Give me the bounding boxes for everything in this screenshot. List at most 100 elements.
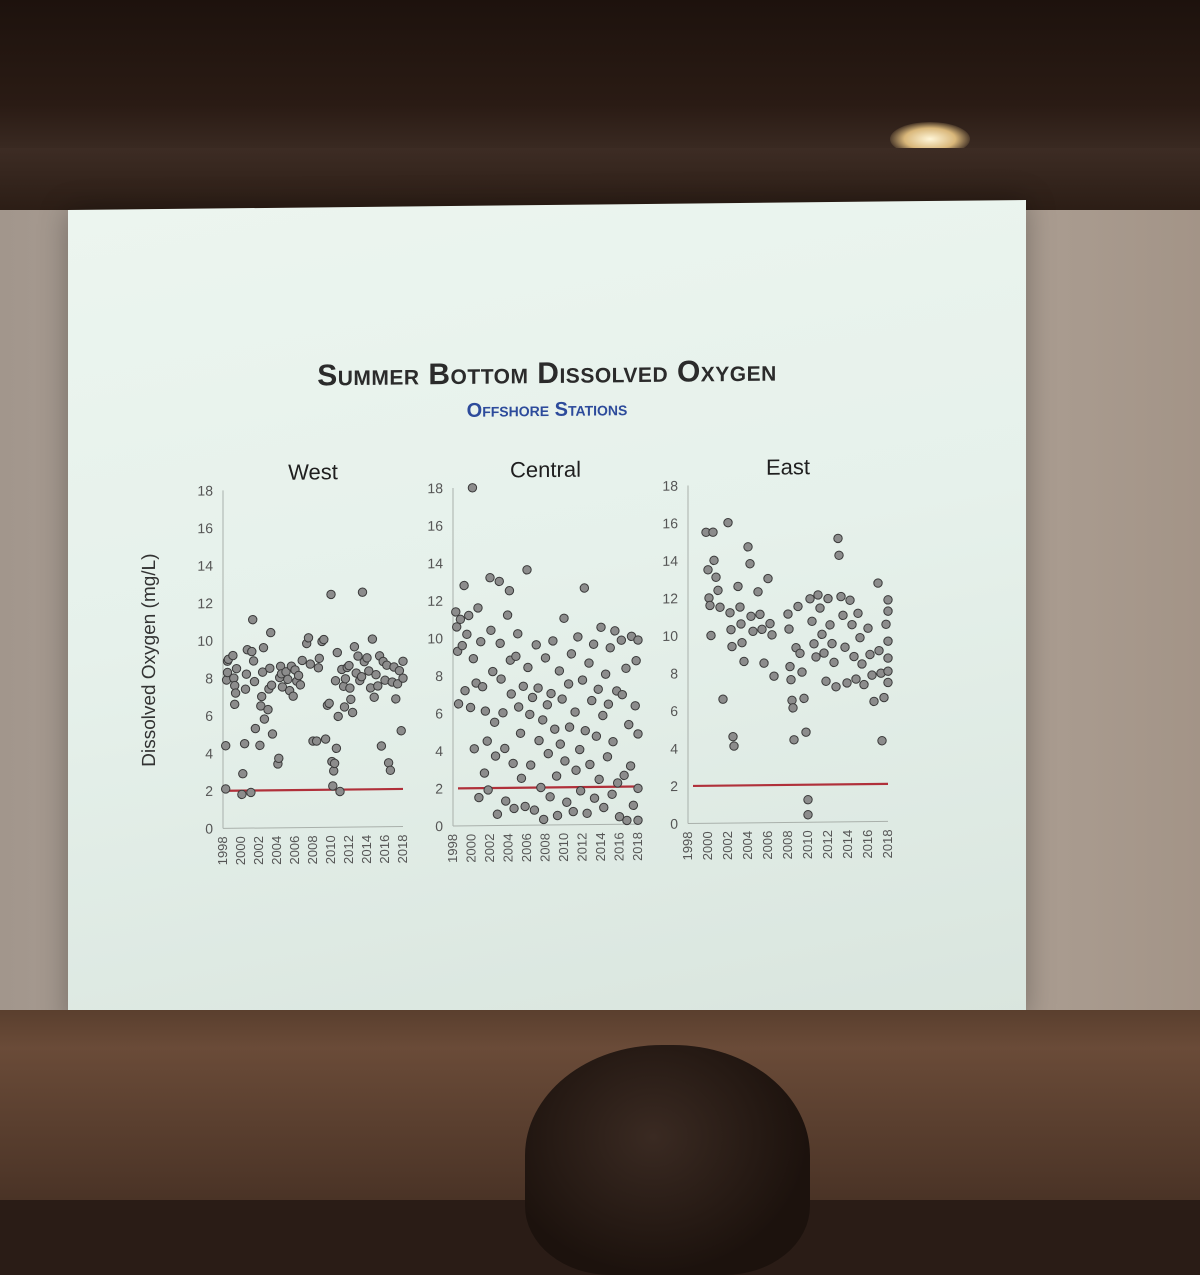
central-y-tick-label: 16 [427, 518, 443, 534]
east-y-tick-label: 0 [670, 816, 678, 832]
central-data-point [538, 814, 549, 825]
central-data-point [612, 778, 623, 788]
central-y-tick-label: 6 [435, 705, 443, 721]
west-data-point [239, 738, 250, 749]
east-y-tick-label: 18 [662, 478, 678, 494]
central-data-point [584, 658, 594, 668]
east-data-point [849, 651, 859, 662]
east-data-point [813, 590, 823, 600]
east-data-point [788, 703, 798, 713]
east-data-point [795, 648, 805, 659]
east-data-point [718, 694, 728, 704]
central-data-point [455, 614, 466, 625]
central-data-point [633, 729, 643, 739]
central-data-point [607, 789, 617, 799]
east-data-point [785, 661, 795, 672]
central-data-point [496, 674, 506, 684]
east-y-tick-label: 4 [670, 741, 678, 757]
east-data-point [867, 670, 877, 680]
east-x-tick-label: 2002 [720, 831, 735, 860]
central-data-point [540, 653, 551, 663]
west-data-point [356, 672, 367, 682]
east-data-point [817, 629, 827, 640]
west-data-point [240, 684, 251, 694]
west-data-point [257, 667, 268, 677]
west-data-point [221, 741, 231, 751]
west-x-tick-label: 2010 [323, 835, 338, 864]
west-data-point [228, 650, 238, 661]
west-data-point [256, 701, 266, 711]
east-data-point [705, 600, 715, 611]
east-data-point [807, 616, 817, 627]
central-data-point [508, 758, 518, 769]
central-data-point [490, 751, 501, 761]
west-x-tick-label: 2012 [341, 835, 356, 864]
east-x-tick-label: 2016 [860, 830, 875, 859]
central-data-point [575, 744, 585, 755]
central-data-point [555, 739, 565, 749]
central-data-point [548, 636, 558, 646]
east-data-point [883, 595, 893, 605]
west-data-point [293, 670, 304, 681]
central-x-tick-label: 2002 [482, 834, 497, 863]
east-data-point [874, 645, 884, 656]
central-data-point [602, 752, 613, 762]
east-data-point [725, 608, 735, 618]
central-data-point [617, 689, 627, 700]
central-data-point [557, 694, 567, 704]
central-data-point [488, 666, 498, 677]
central-data-point [551, 771, 562, 781]
east-data-point [763, 573, 773, 584]
west-x-axis [223, 826, 403, 829]
west-data-point [237, 789, 247, 800]
central-data-point [479, 768, 490, 778]
central-data-point [513, 702, 524, 712]
west-data-point [362, 653, 372, 663]
east-data-point [836, 591, 846, 602]
central-data-point [459, 580, 469, 591]
west-data-point [283, 674, 293, 685]
central-data-point [630, 701, 640, 711]
east-x-tick-label: 2014 [840, 830, 855, 859]
east-data-point [821, 676, 831, 686]
central-data-point [610, 626, 620, 636]
west-data-point [369, 692, 379, 702]
central-data-point [467, 483, 478, 493]
east-data-point [803, 795, 813, 805]
west-data-point [398, 656, 408, 666]
central-data-point [525, 709, 535, 720]
east-data-point [733, 581, 743, 592]
central-data-point [543, 748, 553, 759]
east-data-point [845, 595, 855, 605]
central-data-point [453, 699, 464, 709]
east-data-point [767, 630, 777, 640]
west-data-point [246, 787, 256, 798]
central-data-point [504, 585, 515, 596]
central-data-point [523, 662, 533, 673]
west-data-point [265, 663, 275, 673]
east-data-point [789, 735, 799, 745]
east-data-point [879, 692, 889, 703]
central-data-point [605, 643, 615, 653]
east-data-point [831, 682, 841, 692]
east-data-point [847, 619, 857, 630]
audience-head [525, 1045, 810, 1275]
east-y-tick-label: 14 [662, 553, 678, 569]
central-data-point [614, 812, 625, 822]
west-data-point [258, 643, 269, 653]
central-data-point [527, 692, 538, 703]
central-data-point [465, 702, 476, 713]
west-x-tick-label: 2000 [233, 836, 248, 865]
east-y-tick-label: 16 [662, 515, 678, 531]
west-x-tick-label: 2008 [305, 835, 320, 864]
central-data-point [516, 773, 527, 784]
central-data-point [550, 724, 560, 734]
west-data-point [250, 723, 261, 734]
west-data-point [333, 711, 343, 722]
west-data-point [247, 646, 257, 657]
east-x-tick-label: 2000 [700, 831, 715, 860]
west-x-tick-label: 2016 [377, 835, 392, 864]
east-y-tick-label: 2 [670, 778, 678, 794]
central-data-point [570, 707, 580, 717]
east-data-point [801, 727, 811, 737]
